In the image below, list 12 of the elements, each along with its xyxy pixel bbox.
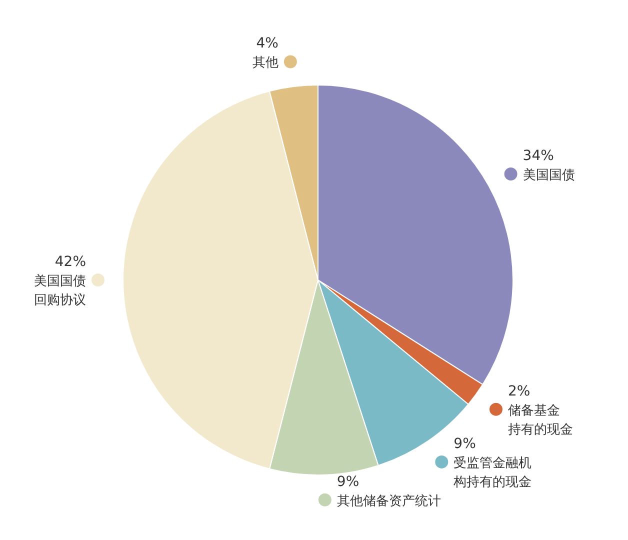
legend-label: 其他储备资产统计 [336,494,441,509]
data-label: 9% [336,474,360,490]
legend-label: 美国国债 [522,167,575,184]
data-label: 34% [522,148,554,164]
slice-label: 美国国债回购协议 [34,273,86,308]
slice-label: 其他 [252,56,278,71]
data-label: 2% [508,383,530,400]
legend-label: 受监管金融机构持有的现金 [452,456,532,490]
data-label: 4% [256,36,278,52]
data-label: 42% [54,254,86,270]
legend-label: 储备基金持有的现金 [508,403,573,438]
data-label: 9% [454,436,476,452]
